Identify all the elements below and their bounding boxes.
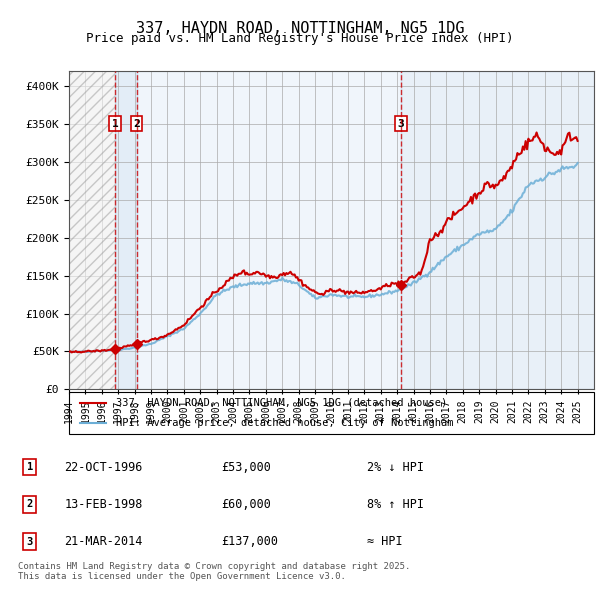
Text: 2% ↓ HPI: 2% ↓ HPI [367, 461, 424, 474]
Text: 3: 3 [26, 537, 33, 546]
Text: 2: 2 [26, 500, 33, 509]
Bar [115, 71, 137, 389]
Text: £60,000: £60,000 [222, 498, 272, 511]
Text: 21-MAR-2014: 21-MAR-2014 [65, 535, 143, 548]
Text: 337, HAYDN ROAD, NOTTINGHAM, NG5 1DG: 337, HAYDN ROAD, NOTTINGHAM, NG5 1DG [136, 21, 464, 35]
Text: Contains HM Land Registry data © Crown copyright and database right 2025.
This d: Contains HM Land Registry data © Crown c… [18, 562, 410, 581]
Text: HPI: Average price, detached house, City of Nottingham: HPI: Average price, detached house, City… [116, 418, 454, 428]
Text: ≈ HPI: ≈ HPI [367, 535, 403, 548]
Text: 13-FEB-1998: 13-FEB-1998 [65, 498, 143, 511]
Text: £53,000: £53,000 [222, 461, 272, 474]
Text: 1: 1 [112, 119, 118, 129]
Text: £137,000: £137,000 [222, 535, 278, 548]
Text: 337, HAYDN ROAD, NOTTINGHAM, NG5 1DG (detached house): 337, HAYDN ROAD, NOTTINGHAM, NG5 1DG (de… [116, 398, 448, 408]
Text: 1: 1 [26, 463, 33, 472]
Text: Price paid vs. HM Land Registry's House Price Index (HPI): Price paid vs. HM Land Registry's House … [86, 32, 514, 45]
Bar [69, 71, 115, 389]
Text: 2: 2 [133, 119, 140, 129]
Text: 8% ↑ HPI: 8% ↑ HPI [367, 498, 424, 511]
Bar [137, 71, 401, 389]
Text: 3: 3 [397, 119, 404, 129]
Text: 22-OCT-1996: 22-OCT-1996 [65, 461, 143, 474]
Bar [401, 71, 594, 389]
Bar [69, 71, 115, 389]
